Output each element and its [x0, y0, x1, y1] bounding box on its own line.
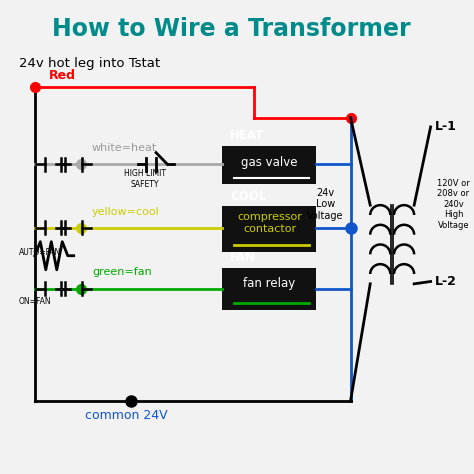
FancyBboxPatch shape — [222, 268, 316, 310]
Text: 24v
Low
Voltage: 24v Low Voltage — [307, 188, 344, 221]
Text: AUTO=FAN: AUTO=FAN — [19, 248, 61, 257]
Text: yellow=cool: yellow=cool — [92, 207, 160, 217]
Text: compressor
contactor: compressor contactor — [237, 212, 302, 234]
Text: gas valve: gas valve — [241, 155, 298, 169]
Text: HEAT: HEAT — [230, 128, 264, 142]
Text: common 24V: common 24V — [85, 409, 168, 422]
Text: L-1: L-1 — [435, 120, 457, 133]
Text: COOL: COOL — [230, 190, 266, 202]
FancyBboxPatch shape — [222, 146, 316, 184]
Text: HIGH LIMIT
SAFETY: HIGH LIMIT SAFETY — [124, 170, 165, 189]
Text: white=heat: white=heat — [92, 143, 157, 153]
Text: L-2: L-2 — [435, 275, 457, 288]
Text: green=fan: green=fan — [92, 267, 152, 277]
Text: How to Wire a Transformer: How to Wire a Transformer — [52, 17, 411, 41]
Text: Red: Red — [48, 69, 75, 82]
Text: fan relay: fan relay — [244, 277, 296, 291]
Text: 24v hot leg into Tstat: 24v hot leg into Tstat — [19, 57, 160, 70]
Text: 120V or
208v or
240v
High
Voltage: 120V or 208v or 240v High Voltage — [437, 179, 470, 229]
FancyBboxPatch shape — [222, 206, 316, 252]
Text: FAN: FAN — [230, 251, 256, 264]
Text: ON=FAN: ON=FAN — [19, 297, 51, 306]
